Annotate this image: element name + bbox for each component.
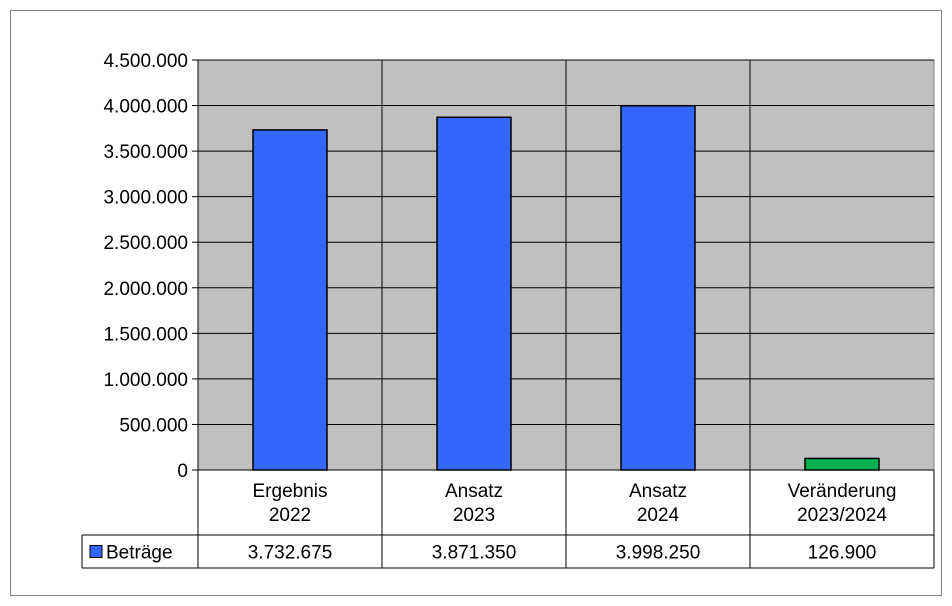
data-table-value: 3.871.350 — [432, 543, 517, 564]
data-table-value: 3.732.675 — [248, 543, 333, 564]
data-table-value: 126.900 — [808, 543, 877, 564]
y-tick-label: 1.000.000 — [103, 370, 188, 391]
bar-3 — [620, 104, 696, 471]
category-label: 2022 — [269, 505, 311, 526]
category-label: Ergebnis — [253, 481, 328, 502]
bar-1 — [252, 129, 328, 471]
category-label: Veränderung — [788, 481, 897, 502]
bar-4 — [804, 457, 880, 471]
legend-key — [89, 545, 103, 558]
data-table-value: 3.998.250 — [616, 543, 701, 564]
y-tick-label: 4.000.000 — [103, 97, 188, 118]
category-label: 2023 — [453, 505, 495, 526]
y-tick-label: 3.500.000 — [103, 142, 188, 163]
y-tick-label: 4.500.000 — [103, 51, 188, 72]
category-label: 2023/2024 — [797, 505, 887, 526]
y-tick-label: 1.500.000 — [103, 324, 188, 345]
bar-2 — [436, 116, 512, 471]
category-label: Ansatz — [445, 481, 503, 502]
legend-series-name: Beträge — [106, 543, 173, 564]
y-tick-label: 500.000 — [119, 415, 188, 436]
y-tick-label: 3.000.000 — [103, 188, 188, 209]
y-tick-label: 2.500.000 — [103, 233, 188, 254]
y-tick-label: 2.000.000 — [103, 279, 188, 300]
category-label: 2024 — [637, 505, 680, 526]
y-tick-label: 0 — [177, 461, 188, 482]
category-label: Ansatz — [629, 481, 687, 502]
